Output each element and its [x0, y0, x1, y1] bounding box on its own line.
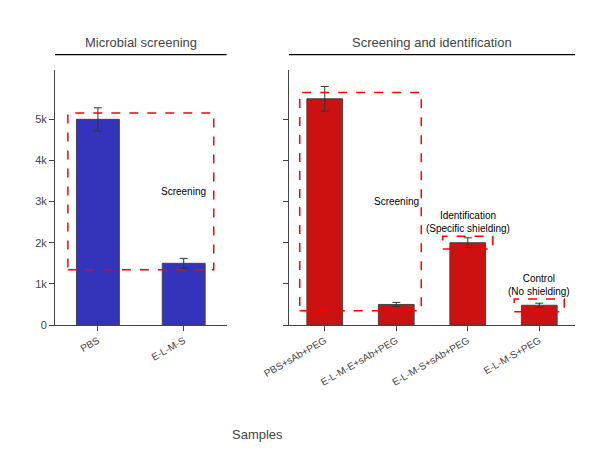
svg-text:Screening: Screening: [374, 196, 419, 207]
svg-text:Samples: Samples: [232, 427, 283, 442]
svg-text:E-L-M-S: E-L-M-S: [149, 334, 187, 362]
svg-text:PBS: PBS: [79, 334, 102, 354]
svg-text:PBS+sAb+PEG: PBS+sAb+PEG: [262, 334, 328, 379]
svg-text:3k: 3k: [35, 195, 47, 207]
svg-text:E-L-M-S+PEG: E-L-M-S+PEG: [482, 334, 543, 376]
svg-text:4k: 4k: [35, 154, 47, 166]
svg-text:Screening: Screening: [161, 186, 206, 197]
svg-text:5k: 5k: [35, 113, 47, 125]
svg-text:0: 0: [41, 319, 47, 331]
svg-text:Screening and identification: Screening and identification: [352, 35, 512, 50]
svg-text:E-L-M-E+sAb+PEG: E-L-M-E+sAb+PEG: [319, 334, 400, 387]
svg-text:Identification(Specific shield: Identification(Specific shielding): [426, 210, 510, 234]
svg-text:2k: 2k: [35, 237, 47, 249]
svg-text:Microbial screening: Microbial screening: [85, 35, 197, 50]
svg-text:Control(No shielding): Control(No shielding): [508, 273, 570, 297]
svg-text:1k: 1k: [35, 278, 47, 290]
svg-text:E-L-M-S+sAb+PEG: E-L-M-S+sAb+PEG: [390, 334, 471, 387]
